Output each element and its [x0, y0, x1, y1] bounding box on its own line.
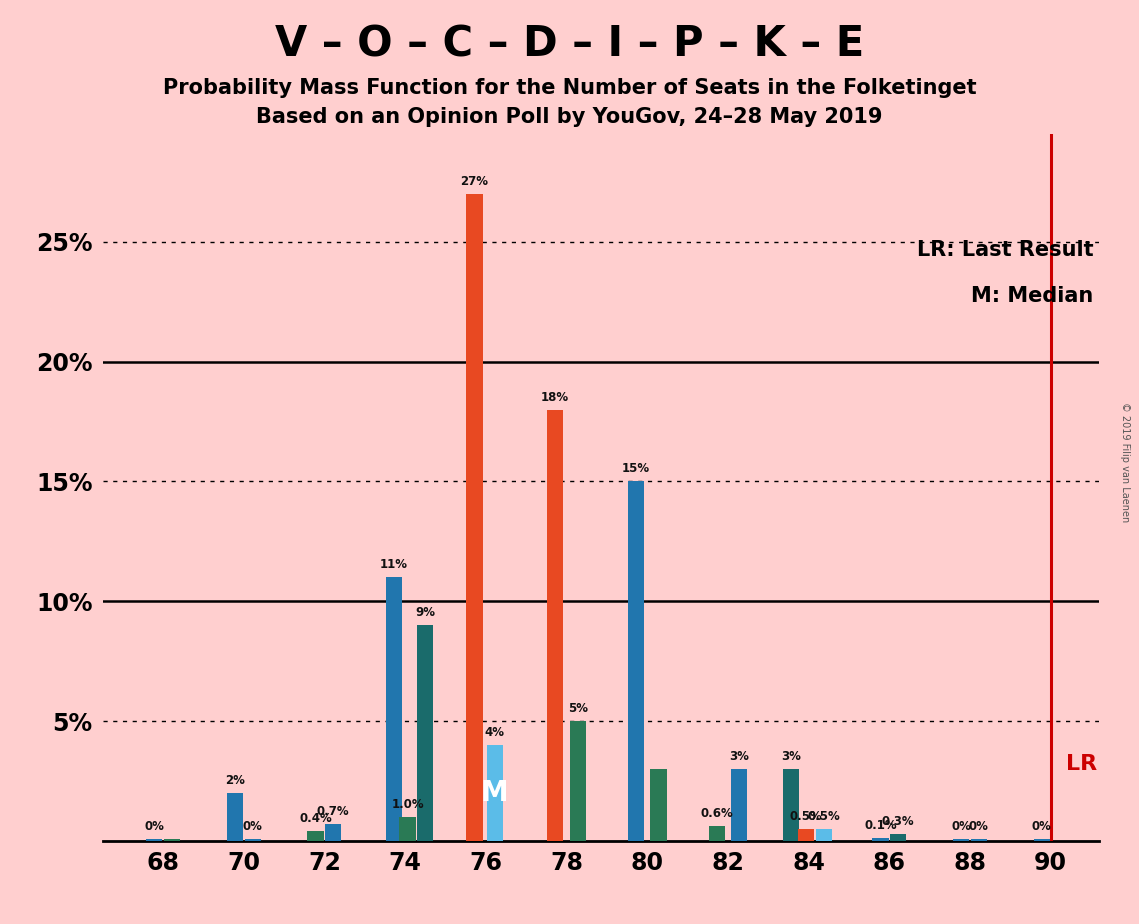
Text: 5%: 5%: [568, 702, 588, 715]
Text: 9%: 9%: [416, 606, 435, 619]
Text: 0%: 0%: [969, 820, 989, 833]
Text: 0.7%: 0.7%: [317, 805, 350, 818]
Text: 0%: 0%: [243, 820, 263, 833]
Text: 0.5%: 0.5%: [808, 809, 841, 823]
Bar: [1034, 839, 1050, 841]
Bar: [386, 578, 402, 841]
Text: 4%: 4%: [485, 726, 505, 739]
Text: 18%: 18%: [541, 391, 570, 404]
Bar: [782, 769, 798, 841]
Text: 3%: 3%: [781, 750, 801, 763]
Text: LR: Last Result: LR: Last Result: [917, 240, 1093, 261]
Text: 27%: 27%: [460, 175, 489, 188]
Text: 2%: 2%: [224, 774, 245, 787]
Bar: [547, 409, 564, 841]
Text: M: Median: M: Median: [972, 286, 1093, 307]
Text: 0.5%: 0.5%: [789, 809, 822, 823]
Bar: [816, 829, 831, 841]
Bar: [798, 829, 814, 841]
Bar: [146, 839, 162, 841]
Text: 0.6%: 0.6%: [700, 808, 734, 821]
Bar: [326, 824, 342, 841]
Bar: [953, 839, 969, 841]
Bar: [628, 481, 644, 841]
Text: M: M: [481, 779, 508, 807]
Bar: [890, 833, 907, 841]
Text: 0.3%: 0.3%: [882, 815, 915, 828]
Bar: [970, 839, 988, 841]
Text: 0%: 0%: [951, 820, 972, 833]
Text: LR: LR: [1066, 754, 1097, 774]
Bar: [164, 839, 180, 841]
Text: 0.4%: 0.4%: [300, 812, 331, 825]
Bar: [467, 194, 483, 841]
Text: Probability Mass Function for the Number of Seats in the Folketinget: Probability Mass Function for the Number…: [163, 78, 976, 98]
Bar: [417, 626, 433, 841]
Bar: [308, 832, 323, 841]
Bar: [872, 838, 888, 841]
Text: 11%: 11%: [379, 558, 408, 571]
Text: 1.0%: 1.0%: [391, 798, 424, 811]
Bar: [650, 769, 666, 841]
Bar: [227, 793, 243, 841]
Bar: [486, 745, 502, 841]
Bar: [570, 721, 585, 841]
Text: 0%: 0%: [145, 820, 164, 833]
Bar: [400, 817, 416, 841]
Text: 0%: 0%: [1032, 820, 1051, 833]
Text: Based on an Opinion Poll by YouGov, 24–28 May 2019: Based on an Opinion Poll by YouGov, 24–2…: [256, 107, 883, 128]
Bar: [245, 839, 261, 841]
Bar: [708, 826, 724, 841]
Text: 3%: 3%: [729, 750, 749, 763]
Text: V – O – C – D – I – P – K – E: V – O – C – D – I – P – K – E: [274, 23, 865, 65]
Text: © 2019 Filip van Laenen: © 2019 Filip van Laenen: [1121, 402, 1130, 522]
Text: 0.1%: 0.1%: [865, 820, 896, 833]
Text: 15%: 15%: [622, 462, 650, 476]
Bar: [731, 769, 747, 841]
